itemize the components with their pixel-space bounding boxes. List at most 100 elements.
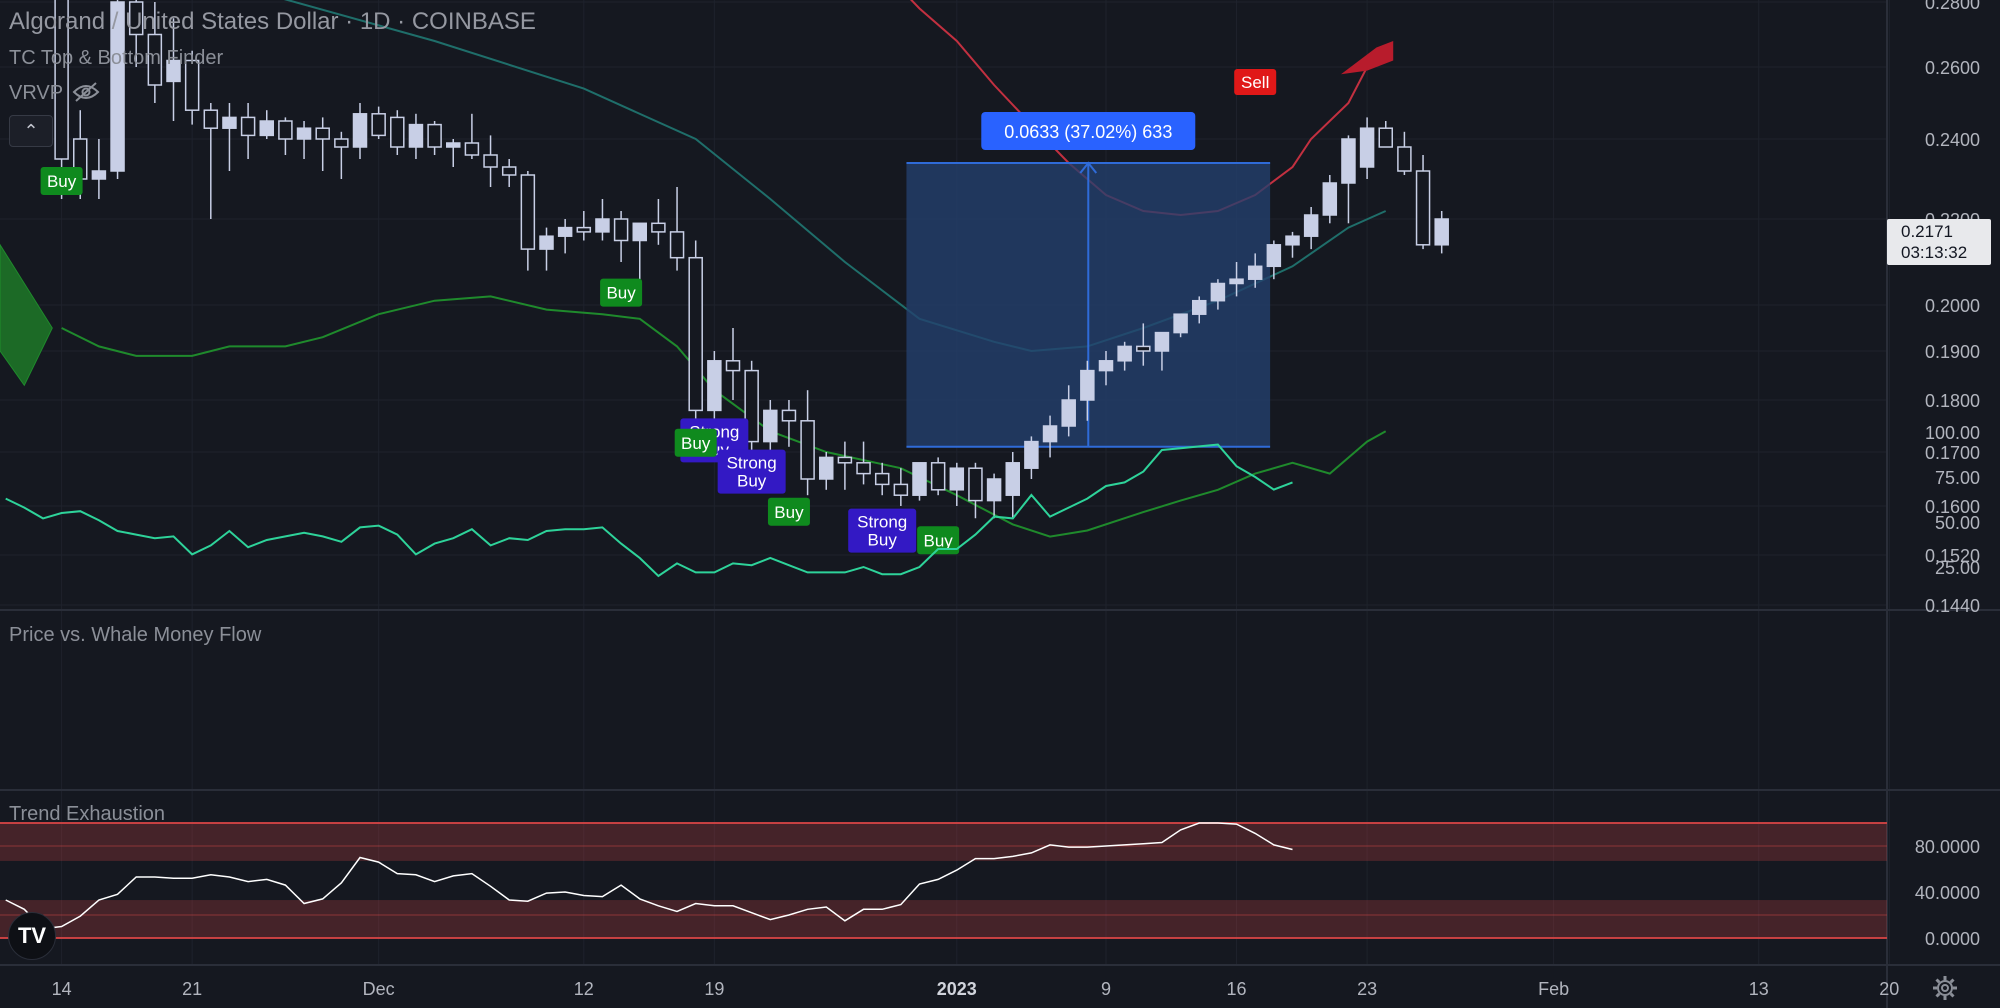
candle-body-51 — [1005, 462, 1020, 496]
candle-body-31 — [632, 222, 647, 242]
signal-badge-5 — [767, 497, 810, 526]
candle-body-29 — [595, 218, 610, 233]
signal-label-8: Sell — [1241, 73, 1269, 92]
candle-body-11 — [259, 120, 274, 137]
collapse-legend-button[interactable]: ⌃ — [9, 115, 53, 147]
candle-body-6 — [166, 59, 181, 83]
candle-body-47 — [930, 462, 946, 491]
time-tick-1: 21 — [182, 979, 202, 999]
exhaustion-line — [5, 822, 1293, 930]
time-tick-7: 16 — [1227, 979, 1247, 999]
candle-body-60 — [1173, 313, 1188, 334]
candle-body-55 — [1080, 369, 1095, 401]
signal-badge-3 — [674, 428, 717, 457]
signal-badge-8 — [1234, 69, 1277, 95]
candle-body-9 — [222, 116, 237, 129]
exhaustion-lower-zone — [0, 900, 1887, 938]
candle-body-42 — [837, 456, 853, 464]
candles-layer — [54, 0, 1449, 519]
measure-label-bg — [981, 112, 1196, 150]
last-price-label: 0.2171 03:13:32 — [1887, 219, 1991, 265]
candle-body-34 — [688, 256, 703, 412]
candle-body-5 — [147, 33, 163, 86]
exhaustion-tick-1: 40.0000 — [1915, 883, 1980, 903]
signal-label-4: Strong — [727, 454, 777, 473]
candle-body-67 — [1303, 214, 1319, 237]
eye-hidden-icon[interactable] — [72, 82, 100, 102]
candle-body-28 — [576, 226, 592, 233]
flow-tick-2: 50.00 — [1935, 513, 1980, 533]
candle-body-52 — [1024, 440, 1039, 469]
candle-body-26 — [539, 235, 554, 250]
time-tick-5: 2023 — [937, 979, 977, 999]
measure-label: 0.0633 (37.02%) 633 — [1004, 122, 1172, 142]
candle-body-49 — [968, 467, 983, 502]
signal-label-1: Buy — [606, 284, 636, 303]
trend-exhaustion-pane — [0, 822, 1887, 939]
flow-pane-title: Price vs. Whale Money Flow — [9, 624, 262, 646]
indicator-vrvp[interactable]: VRVP — [9, 82, 64, 104]
price-tick-8: 0.1600 — [1925, 497, 1980, 517]
candle-body-10 — [240, 116, 256, 137]
time-tick-6: 9 — [1101, 979, 1111, 999]
candle-body-43 — [856, 462, 871, 475]
last-price: 0.2171 — [1901, 222, 1953, 241]
candle-body-69 — [1341, 138, 1356, 184]
price-tick-4: 0.2000 — [1925, 296, 1980, 316]
candle-body-45 — [893, 483, 909, 496]
symbol-title[interactable]: Algorand / United States Dollar · 1D · C… — [9, 8, 536, 35]
candle-body-48 — [949, 467, 965, 491]
candle-body-33 — [669, 231, 685, 259]
candle-body-36 — [725, 360, 741, 372]
candle-body-2 — [91, 170, 107, 180]
candle-body-39 — [781, 409, 797, 422]
candle-body-4 — [128, 1, 144, 36]
candle-body-70 — [1359, 127, 1375, 168]
candle-body-72 — [1397, 146, 1412, 172]
candle-body-27 — [557, 226, 573, 237]
candle-body-62 — [1210, 282, 1226, 302]
gear-icon[interactable] — [1932, 975, 1958, 1001]
candle-body-59 — [1154, 331, 1170, 352]
candle-body-54 — [1061, 399, 1076, 427]
signal-badge-1 — [600, 278, 643, 307]
candle-body-35 — [707, 360, 722, 412]
flow-tick-0: 100.00 — [1925, 423, 1980, 443]
indicator-top-bottom-finder[interactable]: TC Top & Bottom Finder — [9, 47, 224, 69]
whale-flow-line — [5, 443, 1293, 578]
candle-body-37 — [744, 369, 759, 443]
price-tick-0: 0.2800 — [1925, 0, 1980, 13]
measure-tool[interactable]: 0.0633 (37.02%) 633 — [906, 112, 1271, 448]
tradingview-logo[interactable]: TV — [8, 912, 56, 960]
price-tick-7: 0.1700 — [1925, 443, 1980, 463]
candle-body-41 — [819, 456, 834, 480]
candle-body-14 — [315, 127, 330, 140]
signals-layer: BuyBuyStrongBuyBuyStrongBuyBuyStrongBuyB… — [40, 69, 1277, 555]
candle-body-73 — [1415, 170, 1431, 246]
candle-body-63 — [1229, 278, 1244, 285]
candle-body-3 — [110, 1, 125, 172]
candle-body-20 — [427, 123, 442, 148]
chevron-up-icon: ⌃ — [23, 120, 39, 141]
candle-body-71 — [1378, 127, 1393, 148]
price-tick-2: 0.2400 — [1925, 130, 1980, 150]
price-tick-6: 0.1800 — [1925, 391, 1980, 411]
signal-badge-4 — [717, 449, 786, 494]
candle-body-19 — [408, 123, 424, 148]
signal-label-0: Buy — [47, 172, 77, 191]
candle-body-13 — [296, 127, 312, 140]
exhaustion-upper-zone — [0, 823, 1887, 861]
candle-body-46 — [912, 462, 927, 496]
price-tick-9: 0.1520 — [1925, 546, 1980, 566]
candle-body-40 — [800, 420, 815, 480]
time-tick-11: 20 — [1879, 979, 1899, 999]
price-tick-10: 0.1440 — [1925, 596, 1980, 616]
candle-body-66 — [1285, 235, 1300, 246]
signal-badge-6 — [848, 508, 917, 553]
time-tick-8: 23 — [1357, 979, 1377, 999]
time-tick-3: 12 — [574, 979, 594, 999]
candle-body-15 — [334, 138, 349, 148]
candle-body-68 — [1322, 182, 1338, 216]
candle-body-25 — [520, 174, 536, 250]
